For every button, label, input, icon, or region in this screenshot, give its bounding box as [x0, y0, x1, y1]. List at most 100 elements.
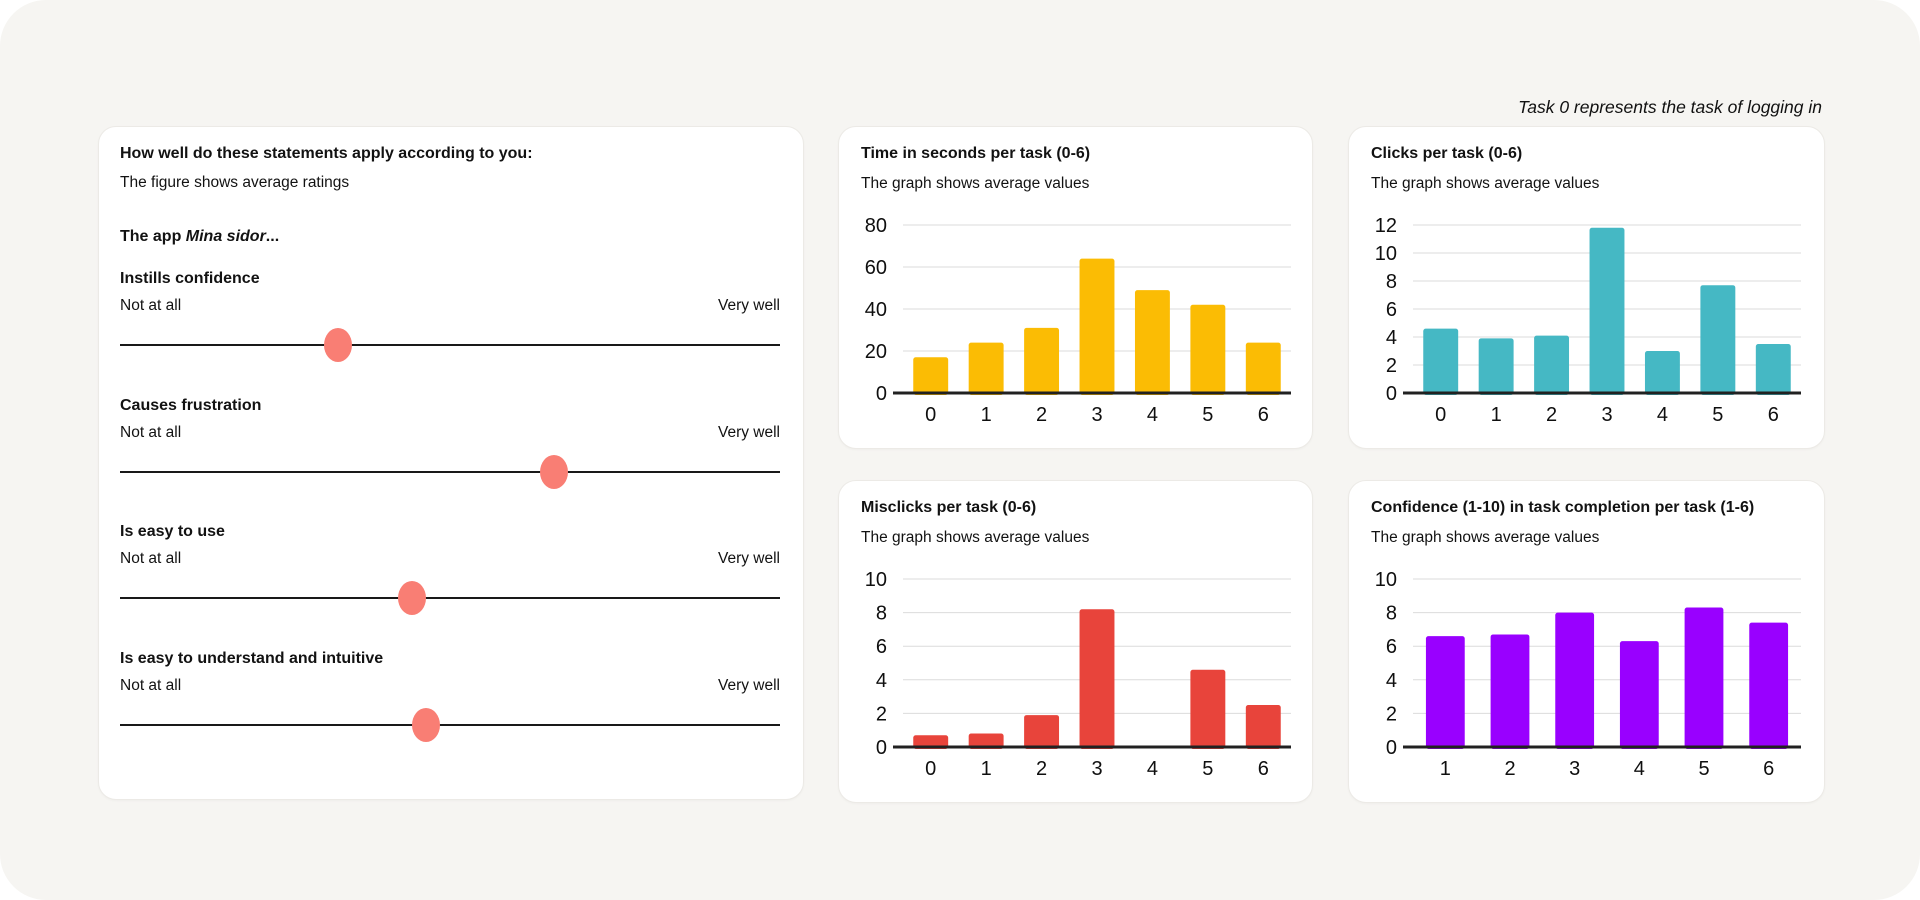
svg-text:2: 2 [1504, 758, 1515, 780]
svg-text:0: 0 [1435, 404, 1446, 426]
svg-text:2: 2 [1386, 703, 1397, 725]
rating-label: Instills confidence [120, 270, 260, 287]
misclicks-per-task-card: Misclicks per task (0-6) The graph shows… [838, 480, 1313, 803]
rating-item-easy-to-use: Is easy to use Not at all Very well [120, 523, 780, 615]
svg-text:40: 40 [865, 299, 887, 321]
svg-text:0: 0 [1386, 737, 1397, 759]
survey-app-statement: The app Mina sidor... [120, 228, 279, 246]
svg-text:4: 4 [876, 670, 887, 692]
app-statement-prefix: The app [120, 228, 186, 245]
svg-text:0: 0 [876, 737, 887, 759]
scale-max-label: Very well [717, 297, 780, 314]
chart-title: Misclicks per task (0-6) [861, 499, 1037, 516]
chart-title: Confidence (1-10) in task completion per… [1371, 499, 1755, 516]
svg-text:6: 6 [1386, 299, 1397, 321]
time-per-task-bar-chart: 0 20 40 60 80 0 1 2 3 4 5 6 [865, 215, 1291, 426]
svg-text:1: 1 [981, 404, 992, 426]
chart-subtitle: The graph shows average values [861, 175, 1090, 192]
scale-min-label: Not at all [120, 550, 182, 567]
scale-max-label: Very well [717, 550, 780, 567]
rating-track-line [120, 724, 780, 726]
svg-text:0: 0 [1386, 383, 1397, 405]
svg-text:6: 6 [1258, 758, 1269, 780]
svg-text:1: 1 [981, 758, 992, 780]
svg-text:2: 2 [1036, 404, 1047, 426]
chart-subtitle: The graph shows average values [1371, 529, 1600, 546]
svg-text:10: 10 [1375, 569, 1397, 591]
rating-scale-labels: Not at all Very well [120, 550, 780, 568]
svg-text:6: 6 [1763, 758, 1774, 780]
svg-text:80: 80 [865, 215, 887, 237]
app-statement-suffix: ... [265, 228, 280, 245]
svg-text:5: 5 [1712, 404, 1723, 426]
app-name: Mina sidor [185, 228, 266, 245]
svg-text:0: 0 [925, 758, 936, 780]
rating-scale-labels: Not at all Very well [120, 424, 780, 442]
rating-item-causes-frustration: Causes frustration Not at all Very well [120, 397, 780, 489]
rating-track-line [120, 344, 780, 346]
rating-track [120, 581, 780, 615]
chart-title: Time in seconds per task (0-6) [861, 145, 1091, 162]
svg-text:4: 4 [1147, 758, 1158, 780]
svg-text:1: 1 [1491, 404, 1502, 426]
rating-track [120, 455, 780, 489]
svg-text:4: 4 [1657, 404, 1668, 426]
svg-text:3: 3 [1601, 404, 1612, 426]
rating-scale-labels: Not at all Very well [120, 297, 780, 315]
rating-label: Causes frustration [120, 397, 262, 414]
svg-text:5: 5 [1202, 404, 1213, 426]
rating-dot [323, 328, 352, 362]
rating-track [120, 328, 780, 362]
chart-subtitle: The graph shows average values [861, 529, 1090, 546]
svg-text:5: 5 [1698, 758, 1709, 780]
rating-scale-labels: Not at all Very well [120, 677, 780, 695]
chart-subtitle: The graph shows average values [1371, 175, 1600, 192]
svg-text:3: 3 [1569, 758, 1580, 780]
svg-text:0: 0 [925, 404, 936, 426]
svg-text:5: 5 [1202, 758, 1213, 780]
svg-text:1: 1 [1440, 758, 1451, 780]
svg-text:8: 8 [1386, 603, 1397, 625]
svg-text:6: 6 [876, 636, 887, 658]
scale-min-label: Not at all [120, 424, 182, 441]
rating-label: Is easy to understand and intuitive [120, 650, 384, 667]
scale-min-label: Not at all [120, 677, 182, 694]
svg-text:6: 6 [1768, 404, 1779, 426]
svg-text:6: 6 [1386, 636, 1397, 658]
scale-max-label: Very well [717, 677, 780, 694]
rating-label: Is easy to use [120, 523, 225, 540]
misclicks-per-task-bar-chart: 0 2 4 6 8 10 0 1 2 3 4 5 6 [865, 569, 1291, 780]
chart-title: Clicks per task (0-6) [1371, 145, 1523, 162]
svg-text:4: 4 [1634, 758, 1645, 780]
svg-text:2: 2 [876, 703, 887, 725]
task-note: Task 0 represents the task of logging in [1518, 97, 1822, 117]
survey-title: How well do these statements apply accor… [120, 145, 533, 162]
time-per-task-card: Time in seconds per task (0-6) The graph… [838, 126, 1313, 449]
svg-text:60: 60 [865, 257, 887, 279]
rating-track [120, 708, 780, 742]
svg-text:10: 10 [865, 569, 887, 591]
survey-subtitle: The figure shows average ratings [120, 174, 350, 191]
rating-dot [539, 455, 568, 489]
svg-text:6: 6 [1258, 404, 1269, 426]
svg-text:8: 8 [876, 603, 887, 625]
svg-text:4: 4 [1386, 327, 1397, 349]
rating-item-instills-confidence: Instills confidence Not at all Very well [120, 270, 780, 362]
svg-text:10: 10 [1375, 243, 1397, 265]
rating-item-easy-to-understand: Is easy to understand and intuitive Not … [120, 650, 780, 742]
scale-max-label: Very well [717, 424, 780, 441]
rating-track-line [120, 471, 780, 473]
svg-text:3: 3 [1091, 758, 1102, 780]
clicks-per-task-card: Clicks per task (0-6) The graph shows av… [1348, 126, 1825, 449]
svg-text:0: 0 [876, 383, 887, 405]
rating-track-line [120, 597, 780, 599]
svg-text:2: 2 [1386, 355, 1397, 377]
scale-min-label: Not at all [120, 297, 182, 314]
svg-text:4: 4 [1147, 404, 1158, 426]
svg-text:3: 3 [1091, 404, 1102, 426]
confidence-per-task-card: Confidence (1-10) in task completion per… [1348, 480, 1825, 803]
svg-text:2: 2 [1036, 758, 1047, 780]
